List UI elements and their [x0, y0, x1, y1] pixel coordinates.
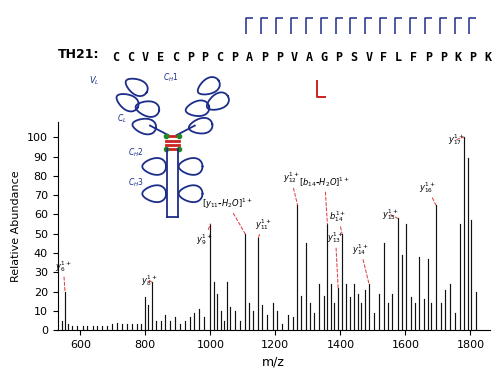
Text: $V_L$: $V_L$: [88, 74, 100, 87]
Text: K: K: [484, 51, 492, 64]
Text: C: C: [216, 51, 224, 64]
Text: $y_{12}^{1+}$: $y_{12}^{1+}$: [282, 170, 300, 205]
Text: P: P: [232, 51, 238, 64]
Text: P: P: [276, 51, 283, 64]
Text: $y_8^{1+}$: $y_8^{1+}$: [141, 273, 158, 288]
Text: G: G: [320, 51, 328, 64]
Text: P: P: [425, 51, 432, 64]
Text: F: F: [410, 51, 417, 64]
Text: $C_H2$: $C_H2$: [128, 146, 144, 159]
Text: A: A: [246, 51, 254, 64]
X-axis label: m/z: m/z: [262, 356, 285, 369]
Text: C: C: [112, 51, 119, 64]
Text: C: C: [172, 51, 179, 64]
Text: P: P: [202, 51, 208, 64]
Text: $y_{17}^{1+}$: $y_{17}^{1+}$: [448, 132, 466, 147]
Text: $y_9^{1+}$: $y_9^{1+}$: [196, 224, 213, 247]
Text: P: P: [186, 51, 194, 64]
Text: $y_6^{1+}$: $y_6^{1+}$: [55, 259, 72, 292]
Text: $y_{13}^{1+}$: $y_{13}^{1+}$: [327, 230, 344, 288]
Text: P: P: [336, 51, 342, 64]
Text: F: F: [380, 51, 388, 64]
Text: TH21:: TH21:: [58, 48, 99, 61]
Text: $y_{15}^{1+}$: $y_{15}^{1+}$: [382, 207, 399, 222]
Text: S: S: [350, 51, 358, 64]
Text: P: P: [261, 51, 268, 64]
Text: P: P: [470, 51, 476, 64]
Text: $C_H3$: $C_H3$: [128, 176, 144, 189]
Text: $y_{16}^{1+}$: $y_{16}^{1+}$: [419, 180, 436, 205]
Text: P: P: [440, 51, 447, 64]
Text: A: A: [306, 51, 313, 64]
Y-axis label: Relative Abundance: Relative Abundance: [11, 170, 21, 282]
Text: $[b_{14}$-$H_2O]^{1+}$: $[b_{14}$-$H_2O]^{1+}$: [299, 175, 350, 224]
Text: $y_{11}^{1+}$: $y_{11}^{1+}$: [254, 217, 272, 238]
Text: K: K: [454, 51, 462, 64]
Text: $y_{14}^{1+}$: $y_{14}^{1+}$: [352, 242, 369, 284]
Text: V: V: [142, 51, 149, 64]
Text: C: C: [127, 51, 134, 64]
Text: $C_L$: $C_L$: [117, 113, 127, 125]
Text: E: E: [157, 51, 164, 64]
Text: V: V: [366, 51, 372, 64]
Text: $C_H1$: $C_H1$: [163, 72, 179, 84]
Text: L: L: [395, 51, 402, 64]
Text: V: V: [291, 51, 298, 64]
Text: $[y_{11}$-$H_2O]^{1+}$: $[y_{11}$-$H_2O]^{1+}$: [202, 196, 253, 234]
Text: $b_{14}^{1+}$: $b_{14}^{1+}$: [330, 209, 347, 234]
